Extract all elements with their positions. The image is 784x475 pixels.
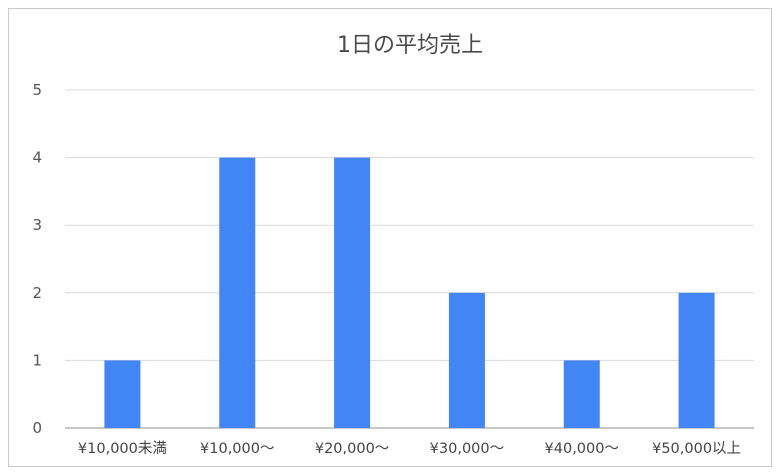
y-tick-label: 5 (32, 81, 42, 99)
chart-title: 1日の平均売上 (337, 33, 483, 58)
bar (219, 157, 256, 428)
y-tick-label: 3 (32, 216, 42, 234)
bars (104, 157, 715, 428)
x-category-label: ¥20,000～ (315, 441, 389, 457)
bar (104, 360, 141, 428)
y-tick-label: 1 (32, 351, 42, 369)
y-tick-label: 0 (32, 419, 42, 437)
x-category-label: ¥10,000未満 (78, 440, 167, 457)
x-axis-labels: ¥10,000未満 ¥10,000～ ¥20,000～ ¥30,000～ ¥40,000… (78, 440, 741, 457)
x-category-label: ¥10,000～ (200, 441, 274, 457)
x-category-label: ¥40,000～ (545, 441, 619, 457)
bar (334, 157, 371, 428)
y-tick-label: 4 (32, 149, 42, 167)
x-category-label: ¥50,000以上 (652, 440, 741, 457)
bar (448, 292, 485, 428)
x-category-label: ¥30,000～ (430, 441, 504, 457)
y-tick-label: 2 (32, 284, 42, 302)
y-axis-ticks: 0 1 2 3 4 5 (32, 81, 42, 437)
bar (678, 292, 715, 428)
bar (563, 360, 600, 428)
grid-lines (65, 89, 754, 429)
